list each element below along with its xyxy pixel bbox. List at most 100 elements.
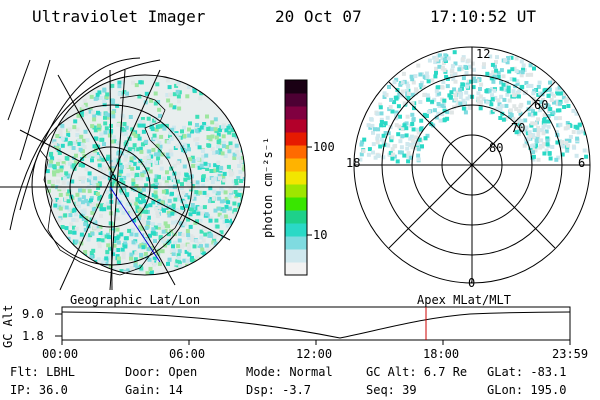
aurora-pixel (538, 91, 543, 96)
aurora-pixel (432, 97, 437, 102)
aurora-pixel (88, 107, 93, 112)
aurora-pixel (102, 207, 107, 212)
aurora-pixel (184, 173, 189, 178)
aurora-pixel (120, 247, 125, 252)
aurora-pixel (410, 142, 415, 147)
aurora-pixel (539, 100, 544, 105)
aurora-pixel (178, 221, 183, 226)
aurora-pixel (182, 125, 186, 130)
aurora-pixel (492, 88, 497, 93)
aurora-pixel (68, 213, 73, 218)
aurora-pixel (394, 116, 399, 121)
aurora-pixel (148, 266, 153, 271)
aurora-pixel (148, 203, 153, 208)
aurora-pixel (86, 202, 91, 207)
aurora-pixel (165, 93, 170, 97)
aurora-pixel (224, 196, 229, 201)
aurora-pixel (504, 103, 509, 108)
aurora-pixel (419, 126, 424, 131)
aurora-pixel (106, 183, 111, 188)
aurora-pixel (55, 169, 60, 174)
aurora-pixel (138, 80, 143, 85)
aurora-pixel (66, 199, 71, 204)
aurora-pixel (216, 140, 221, 144)
aurora-pixel (382, 95, 387, 99)
aurora-pixel (124, 164, 129, 169)
aurora-pixel (406, 159, 411, 164)
aurora-pixel (555, 140, 560, 145)
aurora-pixel (501, 74, 506, 79)
aurora-pixel (102, 99, 107, 104)
aurora-pixel (445, 76, 450, 81)
aurora-pixel (140, 117, 145, 121)
aurora-pixel (89, 198, 93, 203)
colorbar-cell (285, 106, 307, 120)
aurora-pixel (99, 132, 104, 137)
aurora-pixel (395, 159, 400, 164)
aurora-pixel (182, 258, 187, 263)
aurora-pixel (141, 194, 146, 198)
aurora-pixel (399, 150, 404, 155)
aurora-pixel (201, 183, 206, 188)
aurora-pixel (536, 133, 541, 138)
aurora-pixel (109, 182, 114, 187)
aurora-pixel (177, 90, 182, 95)
aurora-pixel (470, 61, 475, 66)
aurora-pixel (536, 157, 541, 162)
aurora-pixel (453, 79, 458, 84)
aurora-pixel (491, 79, 496, 84)
aurora-pixel (206, 135, 211, 140)
aurora-pixel (484, 89, 489, 94)
aurora-pixel (552, 93, 556, 98)
aurora-pixel (513, 124, 518, 129)
aurora-pixel (115, 227, 120, 232)
aurora-pixel (223, 190, 228, 195)
aurora-pixel (454, 97, 458, 102)
aurora-pixel (97, 163, 102, 168)
aurora-pixel (59, 173, 64, 178)
aurora-pixel (138, 200, 143, 205)
aurora-pixel (220, 215, 225, 220)
aurora-pixel (511, 93, 516, 98)
aurora-pixel (176, 253, 181, 258)
aurora-pixel (194, 190, 199, 195)
aurora-pixel (97, 244, 102, 249)
aurora-pixel (515, 92, 520, 97)
aurora-pixel (92, 113, 97, 118)
aurora-pixel (153, 239, 157, 243)
aurora-pixel (81, 138, 86, 143)
aurora-pixel (221, 180, 226, 185)
aurora-pixel (52, 164, 57, 169)
aurora-pixel (104, 166, 109, 171)
aurora-pixel (104, 95, 109, 99)
aurora-pixel (555, 91, 560, 96)
aurora-pixel (53, 203, 58, 208)
aurora-pixel (141, 119, 146, 124)
aurora-pixel (128, 115, 133, 119)
aurora-pixel (402, 123, 407, 128)
aurora-pixel (392, 100, 397, 105)
aurora-pixel (164, 224, 168, 229)
aurora-pixel (200, 247, 205, 252)
aurora-pixel (556, 155, 561, 160)
aurora-pixel (193, 137, 198, 142)
aurora-pixel (219, 165, 224, 170)
aurora-pixel (92, 183, 97, 188)
aurora-pixel (209, 169, 214, 173)
aurora-pixel (399, 93, 404, 98)
aurora-pixel (499, 94, 504, 99)
aurora-pixel (135, 197, 140, 202)
aurora-pixel (222, 178, 227, 183)
aurora-pixel (121, 251, 126, 256)
aurora-pixel (72, 141, 77, 145)
colorbar-cell (285, 119, 307, 133)
aurora-pixel (130, 186, 135, 191)
aurora-pixel (93, 220, 98, 225)
aurora-pixel (93, 191, 98, 195)
aurora-pixel (176, 94, 181, 99)
aurora-pixel (106, 205, 111, 210)
aurora-pixel (164, 182, 169, 187)
aurora-pixel (172, 125, 176, 130)
aurora-pixel (434, 115, 439, 120)
aurora-pixel (143, 156, 148, 161)
